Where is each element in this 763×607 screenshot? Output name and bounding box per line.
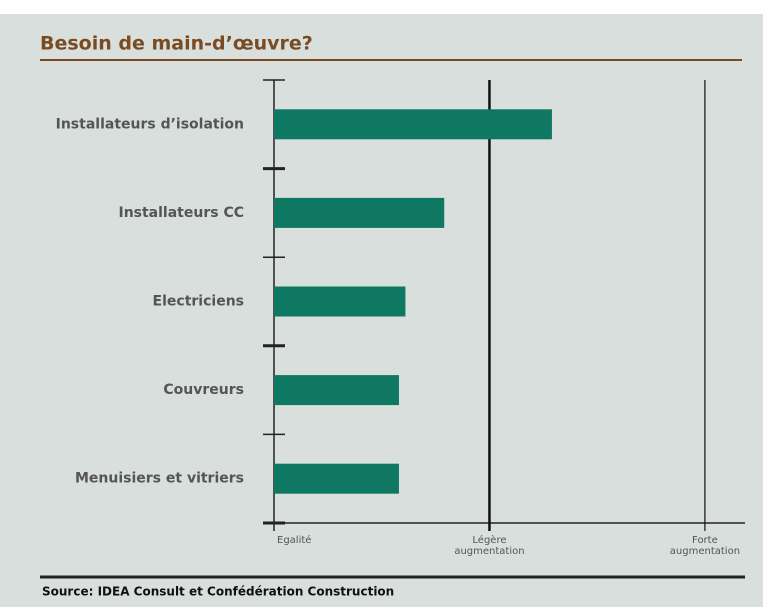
bar bbox=[274, 463, 399, 494]
x-tick-label: Légère augmentation bbox=[454, 534, 524, 557]
x-tick-label: Egalité bbox=[277, 534, 311, 546]
bar bbox=[274, 375, 399, 406]
chart-title: Besoin de main-d’œuvre? bbox=[40, 33, 313, 55]
source: Source: IDEA Consult et Confédération Co… bbox=[42, 585, 394, 599]
bar bbox=[274, 286, 406, 317]
y-tick-label: Installateurs d’isolation bbox=[56, 116, 244, 132]
bar bbox=[274, 109, 552, 140]
y-tick-label: Couvreurs bbox=[163, 382, 244, 398]
y-tick-label: Electriciens bbox=[153, 294, 244, 310]
bar bbox=[274, 197, 445, 228]
y-tick-label: Installateurs CC bbox=[118, 205, 244, 221]
x-tick-label: Forte augmentation bbox=[670, 535, 740, 557]
y-tick-label: Menuisiers et vitriers bbox=[75, 471, 244, 487]
